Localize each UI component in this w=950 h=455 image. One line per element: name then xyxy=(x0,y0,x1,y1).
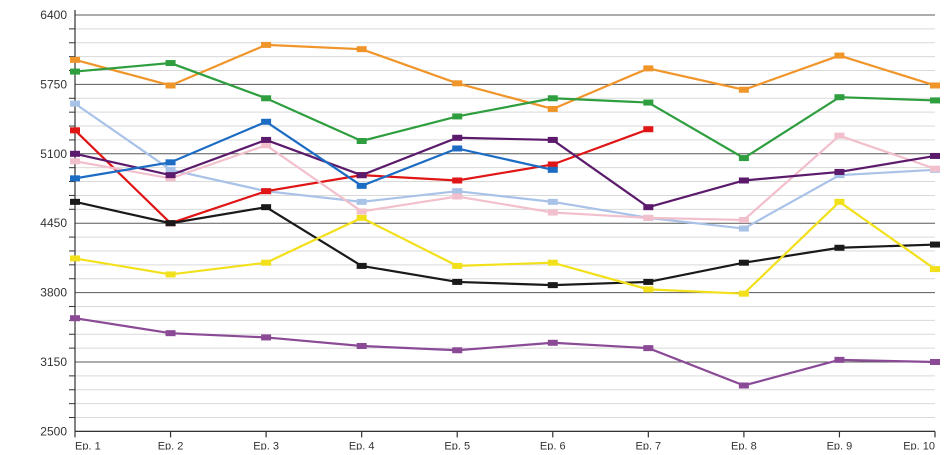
svg-text:5100: 5100 xyxy=(40,147,67,161)
svg-text:2500: 2500 xyxy=(40,424,67,438)
svg-text:4450: 4450 xyxy=(40,216,67,230)
svg-text:3800: 3800 xyxy=(40,286,67,300)
svg-text:Ep. 2: Ep. 2 xyxy=(158,440,184,450)
svg-text:Ep. 1: Ep. 1 xyxy=(75,440,101,450)
svg-text:Ep. 3: Ep. 3 xyxy=(253,440,279,450)
svg-text:5750: 5750 xyxy=(40,77,67,91)
svg-text:6400: 6400 xyxy=(40,8,67,22)
svg-text:Ep. 4: Ep. 4 xyxy=(349,440,375,450)
svg-text:Ep. 9: Ep. 9 xyxy=(827,440,853,450)
svg-text:3150: 3150 xyxy=(40,355,67,369)
svg-text:Ep. 7: Ep. 7 xyxy=(635,440,661,450)
svg-text:Ep. 10: Ep. 10 xyxy=(903,440,935,450)
svg-text:Ep. 5: Ep. 5 xyxy=(444,440,470,450)
svg-text:Ep. 8: Ep. 8 xyxy=(731,440,757,450)
svg-text:Ep. 6: Ep. 6 xyxy=(540,440,566,450)
